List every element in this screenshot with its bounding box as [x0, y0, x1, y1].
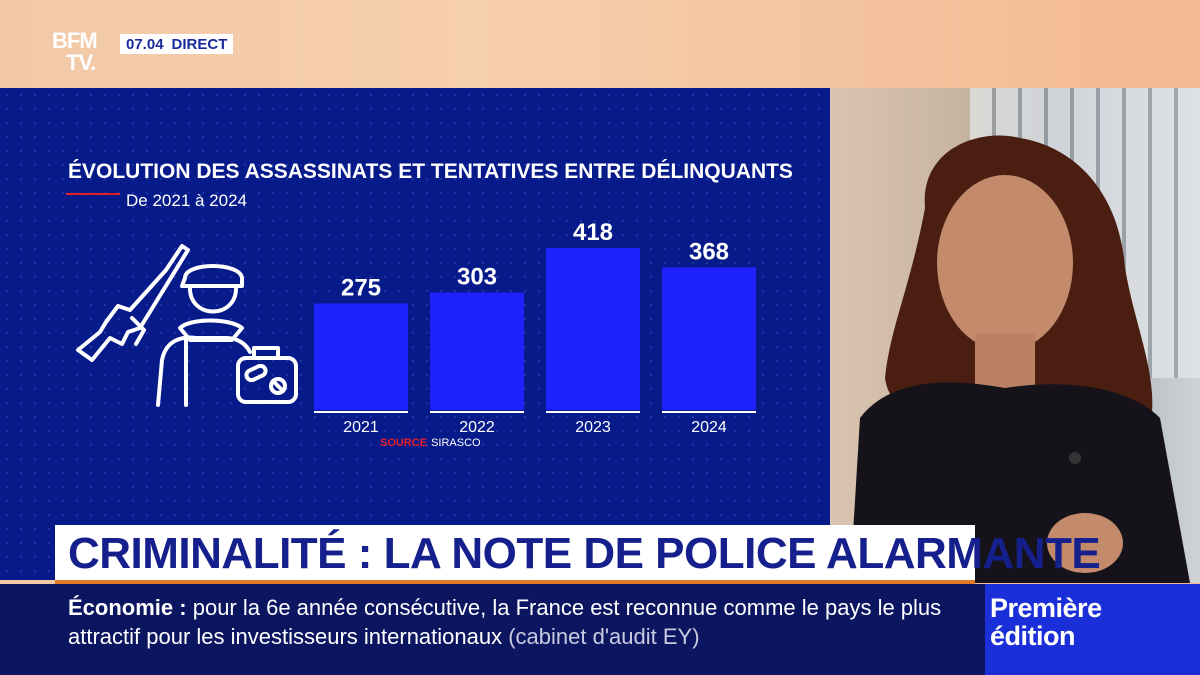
chart-subtitle: De 2021 à 2024 [126, 191, 247, 210]
bar-2021 [314, 303, 408, 410]
ticker-line-1: pour la 6e année consécutive, la France … [192, 595, 819, 620]
bar-baseline-2023 [546, 411, 640, 413]
studio-video-feed [830, 88, 1200, 583]
chart-source: SOURCE SIRASCO [380, 437, 481, 449]
x-tick-label-2023: 2023 [575, 419, 611, 436]
source-label: SOURCE [380, 437, 428, 449]
data-label-2023: 418 [573, 219, 613, 246]
logo-line-2: TV. [66, 50, 96, 75]
logo-line-1: BFM [52, 28, 98, 53]
show-title-line-1: Première [990, 593, 1102, 623]
x-tick-label-2024: 2024 [691, 419, 727, 436]
show-title-line-2: édition [990, 621, 1075, 651]
news-ticker [0, 584, 985, 675]
headline-text: CRIMINALITÉ : LA NOTE DE POLICE ALARMANT… [68, 529, 1101, 578]
clock-time: 07.04 [126, 35, 164, 53]
data-label-2022: 303 [457, 264, 497, 291]
time-live-bar: 07.04 DIRECT [120, 34, 234, 54]
bar-2024 [662, 267, 756, 410]
ticker-text: Économie : pour la 6e année consécutive,… [68, 593, 973, 651]
x-tick-label-2022: 2022 [459, 419, 495, 436]
bar-baseline-2024 [662, 411, 756, 413]
bar-chart: 275 2021 303 2022 418 2023 368 2024 [314, 219, 756, 436]
ticker-category: Économie [68, 595, 174, 620]
bar-baseline-2022 [430, 411, 524, 413]
bar-baseline-2021 [314, 411, 408, 413]
source-value: SIRASCO [431, 437, 481, 449]
bars-group: 275 2021 303 2022 418 2023 368 2024 [314, 219, 756, 436]
bar-2022 [430, 292, 524, 410]
headline-banner [55, 525, 975, 583]
x-tick-label-2021: 2021 [343, 419, 379, 436]
data-label-2021: 275 [341, 274, 381, 301]
presenter-figure [850, 135, 1190, 583]
data-label-2024: 368 [689, 238, 729, 265]
title-accent-rule [66, 193, 120, 195]
bar-2023 [546, 248, 640, 410]
show-brand-box [985, 584, 1200, 675]
show-title: Première édition [990, 594, 1102, 650]
gunman-with-drugs-icon [76, 244, 298, 407]
live-badge: DIRECT [171, 35, 228, 53]
channel-logo: BFM TV. [52, 30, 112, 82]
ticker-separator: : [179, 595, 187, 620]
ticker-source: (cabinet d'audit EY) [508, 624, 700, 649]
chart-title: ÉVOLUTION DES ASSASSINATS ET TENTATIVES … [68, 160, 793, 183]
headline-accent-rule [55, 580, 975, 584]
ticker-line-2: pays le plus attractif pour les investis… [68, 595, 942, 649]
